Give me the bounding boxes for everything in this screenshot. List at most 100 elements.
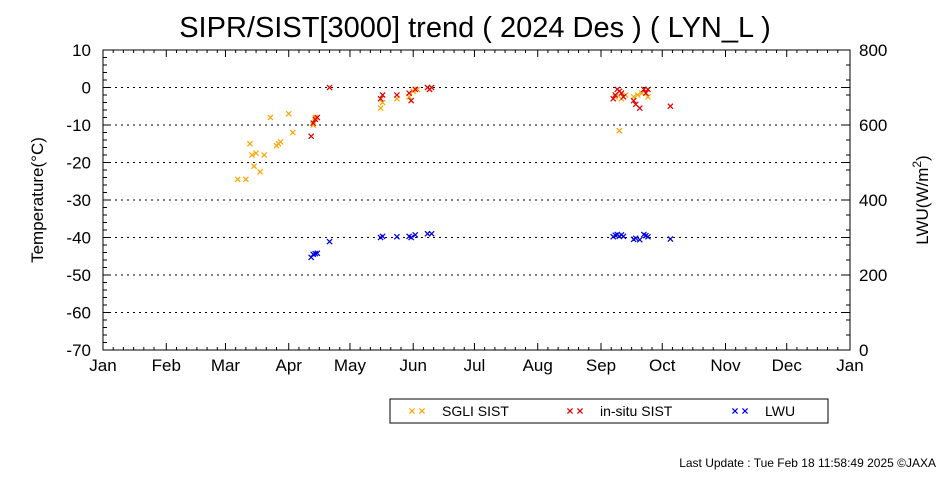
legend-label: in-situ SIST: [600, 403, 673, 419]
in-situ-sist-point: [310, 120, 317, 127]
sgli-sist-point: [277, 138, 284, 145]
in-situ-sist-point: [642, 90, 649, 97]
in-situ-sist-point: [408, 97, 415, 104]
sgli-sist-point: [379, 99, 386, 106]
y2-tick-label: 200: [859, 266, 887, 285]
x-tick-label: Oct: [649, 356, 676, 375]
sgli-sist-point: [253, 150, 260, 157]
x-tick-label: Aug: [523, 356, 553, 375]
in-situ-sist-point: [618, 90, 625, 97]
legend-item-lwu: LWU: [731, 403, 795, 419]
legend: SGLI SIST in-situ SIST LWU: [389, 398, 829, 424]
x-axis-ticks: Jan Feb Mar Apr May Jun Jul Aug Sep Oct Nov Dec Jan: [89, 50, 864, 375]
y2-tick-label: 600: [859, 116, 887, 135]
legend-marker: [418, 407, 426, 415]
sgli-sist-point: [644, 93, 651, 100]
legend-label: SGLI SIST: [442, 403, 509, 419]
sgli-sist-point: [242, 176, 249, 183]
in-situ-sist-point: [644, 86, 651, 93]
y-tick-label: 10: [72, 41, 91, 60]
sgli-sist-point: [310, 121, 317, 129]
grid-lines: [103, 87, 850, 313]
lwu-point: [644, 233, 651, 240]
lwu-point: [667, 235, 674, 243]
in-situ-sist-point: [326, 84, 333, 91]
sgli-sist-point: [634, 91, 641, 99]
y-tick-label: -40: [66, 229, 91, 248]
lwu-point: [393, 233, 400, 240]
sgli-sist-point: [414, 86, 421, 93]
x-tick-label: Jan: [836, 356, 863, 375]
lwu-point: [314, 250, 321, 257]
sgli-sist-point: [246, 140, 253, 147]
sgli-sist-point: [234, 176, 241, 183]
y2-tick-label: 400: [859, 191, 887, 210]
lwu-point: [412, 231, 419, 238]
legend-marker: [731, 407, 739, 415]
legend-label: LWU: [765, 403, 795, 419]
y-tick-label: -10: [66, 116, 91, 135]
x-tick-label: Jan: [89, 356, 116, 375]
in-situ-sist-point: [620, 93, 627, 100]
y-tick-label: -70: [66, 341, 91, 360]
sgli-sist-point: [289, 129, 296, 136]
x-tick-label: Apr: [275, 356, 302, 375]
in-situ-sist-point: [406, 90, 413, 97]
lwu-point: [620, 233, 627, 240]
in-situ-sist-point: [377, 95, 384, 102]
in-situ-sist-point: [379, 91, 386, 99]
x-tick-label: May: [334, 356, 367, 375]
lwu-point: [379, 233, 386, 240]
sgli-sist-point: [267, 114, 274, 121]
sgli-sist-point: [285, 110, 292, 117]
in-situ-sist-point: [610, 95, 617, 102]
sgli-sist-point: [251, 163, 258, 170]
y-tick-label: -30: [66, 191, 91, 210]
y2-axis-label: LWU(W/m2): [910, 155, 932, 244]
sgli-sist-point: [261, 151, 268, 159]
lwu-point: [632, 235, 639, 242]
sgli-sist-point: [377, 105, 384, 112]
legend-box: [389, 398, 829, 424]
y-tick-label: -60: [66, 304, 91, 323]
in-situ-sist-point: [428, 84, 435, 91]
legend-item-in-situ-sist: in-situ SIST: [566, 403, 673, 419]
in-situ-sist-point: [412, 86, 419, 93]
y2-tick-label: 800: [859, 41, 887, 60]
y-axis-label: Temperature(°C): [28, 137, 47, 263]
y-tick-label: 0: [82, 79, 91, 98]
x-tick-label: Jul: [464, 356, 486, 375]
x-tick-label: Dec: [772, 356, 803, 375]
in-situ-sist-point: [314, 114, 321, 121]
x-tick-label: Jun: [400, 356, 427, 375]
x-tick-label: Nov: [710, 356, 741, 375]
in-situ-sist-point: [393, 91, 400, 99]
y2-axis-label-main: LWU(W/m: [913, 168, 932, 245]
last-update-footer: Last Update : Tue Feb 18 11:58:49 2025 ©…: [679, 456, 936, 470]
in-situ-sist-point: [636, 105, 643, 112]
legend-marker: [408, 407, 416, 415]
lwu-point: [636, 236, 643, 243]
sgli-sist-point: [248, 151, 256, 159]
right-axis-ticks: 800 600 400 200 0: [846, 41, 887, 360]
left-axis-ticks: 10 0 -10 -20 -30 -40 -50 -60 -70: [66, 41, 850, 360]
y-tick-label: -50: [66, 266, 91, 285]
legend-item-sgli-sist: SGLI SIST: [408, 403, 509, 419]
chart-title: SIPR/SIST[3000] trend ( 2024 Des ) ( LYN…: [179, 12, 771, 44]
lwu-point: [326, 238, 333, 245]
x-tick-label: Feb: [152, 356, 181, 375]
lwu-point: [312, 250, 319, 257]
in-situ-sist-point: [630, 97, 637, 104]
lwu-point: [428, 230, 435, 237]
data-points: [234, 84, 674, 261]
y2-axis-label-end: ): [913, 155, 932, 161]
lwu-point: [408, 234, 415, 241]
sgli-sist-point: [616, 127, 623, 134]
y2-tick-label: 0: [859, 341, 868, 360]
sgli-sist-point: [312, 114, 319, 121]
in-situ-sist-point: [667, 103, 674, 110]
legend-marker: [741, 407, 749, 415]
in-situ-sist-point: [308, 133, 315, 140]
legend-marker: [566, 407, 574, 415]
